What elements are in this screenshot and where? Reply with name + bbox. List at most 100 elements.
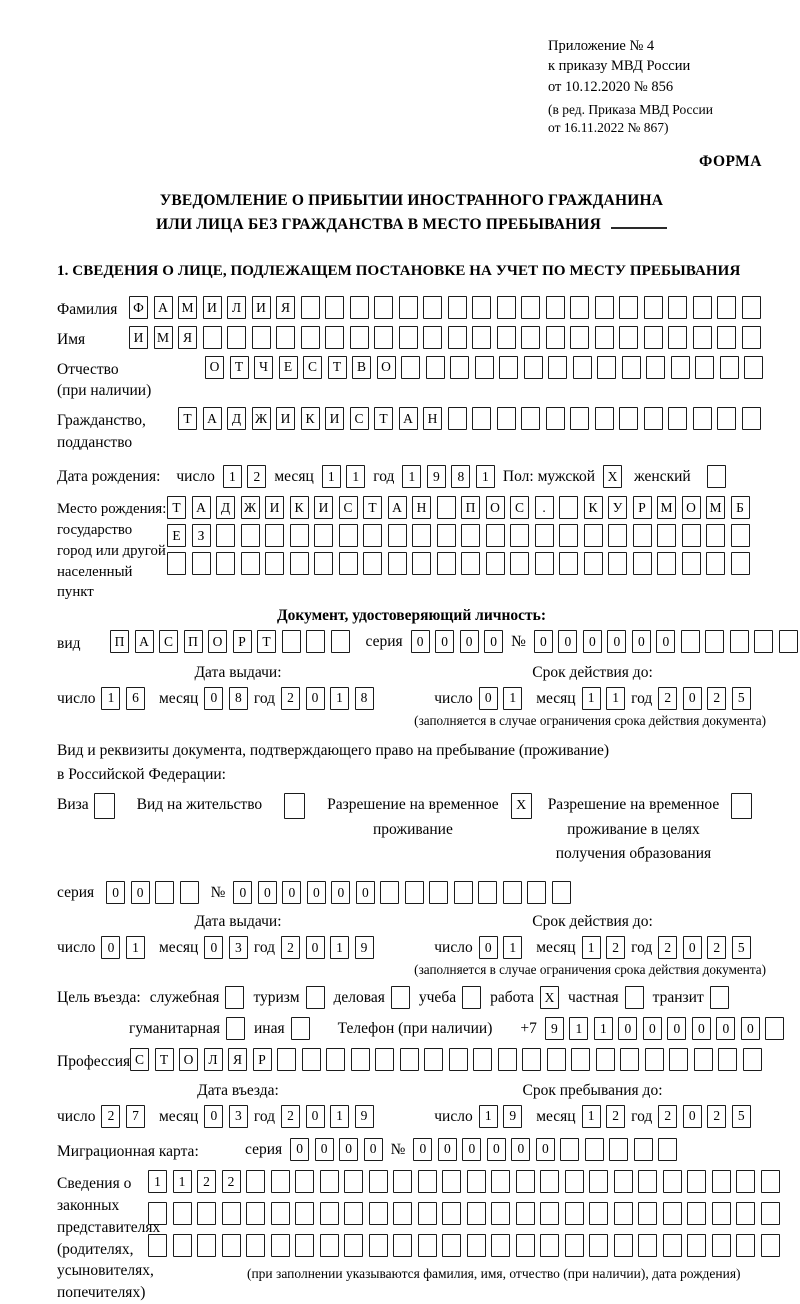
char-cell[interactable]	[276, 326, 295, 350]
char-cell[interactable]	[300, 326, 320, 350]
char-cell[interactable]: 0	[204, 1104, 224, 1128]
char-cell[interactable]	[687, 1170, 706, 1194]
char-cell[interactable]	[246, 1170, 265, 1194]
char-cell[interactable]	[668, 296, 687, 320]
char-cell[interactable]	[571, 1048, 590, 1072]
char-cell[interactable]: 8	[228, 686, 248, 710]
char-cell[interactable]: И	[265, 496, 284, 520]
char-cell[interactable]: 1	[125, 936, 145, 960]
char-cell[interactable]: 1	[330, 1104, 350, 1128]
char-cell[interactable]: Ж	[251, 407, 271, 431]
char-cell[interactable]: С	[338, 496, 358, 520]
char-cell[interactable]	[442, 1202, 461, 1226]
char-cell[interactable]	[644, 1048, 664, 1072]
char-cell[interactable]	[450, 355, 469, 379]
char-cell[interactable]	[197, 1234, 216, 1258]
char-cell[interactable]	[594, 407, 614, 431]
char-cell[interactable]	[692, 407, 712, 431]
char-cell[interactable]	[711, 1170, 731, 1194]
char-cell[interactable]: 3	[228, 1104, 248, 1128]
char-cell[interactable]	[221, 1202, 241, 1226]
char-cell[interactable]	[559, 552, 578, 576]
char-cell[interactable]: X	[540, 986, 559, 1010]
char-cell[interactable]	[172, 1202, 192, 1226]
char-cell[interactable]	[583, 552, 603, 576]
char-cell[interactable]	[551, 881, 571, 905]
char-cell[interactable]	[692, 296, 712, 320]
char-cell[interactable]: 1	[330, 686, 350, 710]
temp-residence-checkbox[interactable]: X	[510, 792, 532, 819]
char-cell[interactable]: 0	[682, 686, 702, 710]
sex-female-checkbox[interactable]	[706, 465, 726, 489]
char-cell[interactable]	[305, 986, 325, 1010]
char-cell[interactable]	[485, 552, 505, 576]
char-cell[interactable]	[706, 552, 725, 576]
char-cell[interactable]	[350, 1048, 370, 1072]
char-cell[interactable]	[736, 1202, 755, 1226]
char-cell[interactable]: 0	[667, 1017, 687, 1041]
char-cell[interactable]: Ч	[254, 355, 273, 379]
char-cell[interactable]	[284, 792, 306, 819]
char-cell[interactable]	[632, 552, 652, 576]
char-cell[interactable]	[731, 792, 753, 819]
char-cell[interactable]: П	[183, 630, 203, 653]
char-cell[interactable]	[349, 296, 369, 320]
char-cell[interactable]	[472, 296, 491, 320]
char-cell[interactable]	[398, 326, 418, 350]
char-cell[interactable]	[306, 630, 325, 653]
char-cell[interactable]: 0	[558, 630, 578, 653]
char-cell[interactable]	[325, 326, 344, 350]
char-cell[interactable]	[730, 552, 750, 576]
char-cell[interactable]: 9	[426, 465, 446, 489]
char-cell[interactable]: Л	[203, 1048, 223, 1072]
char-cell[interactable]: 0	[355, 881, 375, 905]
char-cell[interactable]	[368, 1202, 388, 1226]
char-cell[interactable]: .	[534, 496, 554, 520]
char-cell[interactable]	[447, 407, 467, 431]
char-cell[interactable]: 0	[290, 1137, 310, 1161]
char-cell[interactable]	[374, 326, 393, 350]
char-cell[interactable]	[398, 296, 418, 320]
char-cell[interactable]	[191, 552, 211, 576]
char-cell[interactable]	[491, 1202, 510, 1226]
char-cell[interactable]: 0	[410, 630, 430, 653]
char-cell[interactable]	[251, 326, 271, 350]
char-cell[interactable]	[466, 1170, 486, 1194]
char-cell[interactable]: 1	[172, 1170, 192, 1194]
char-cell[interactable]: 0	[478, 936, 498, 960]
char-cell[interactable]	[754, 630, 774, 653]
purpose-transit-checkbox[interactable]	[709, 986, 729, 1010]
char-cell[interactable]: М	[178, 296, 197, 320]
char-cell[interactable]	[417, 1170, 437, 1194]
char-cell[interactable]: М	[657, 496, 676, 520]
char-cell[interactable]	[197, 1202, 216, 1226]
char-cell[interactable]	[521, 296, 540, 320]
char-cell[interactable]	[719, 355, 739, 379]
char-cell[interactable]: 0	[331, 881, 351, 905]
char-cell[interactable]: Я	[228, 1048, 247, 1072]
char-cell[interactable]: 3	[228, 936, 248, 960]
char-cell[interactable]	[301, 1048, 321, 1072]
char-cell[interactable]	[349, 326, 369, 350]
char-cell[interactable]: Ф	[129, 296, 148, 320]
char-cell[interactable]: 0	[656, 630, 676, 653]
char-cell[interactable]	[295, 1234, 314, 1258]
char-cell[interactable]: 2	[281, 936, 301, 960]
char-cell[interactable]	[643, 326, 663, 350]
char-cell[interactable]	[717, 296, 736, 320]
char-cell[interactable]: 0	[305, 686, 325, 710]
char-cell[interactable]: 2	[101, 1104, 121, 1128]
char-cell[interactable]: 9	[354, 936, 374, 960]
char-cell[interactable]	[741, 407, 761, 431]
char-cell[interactable]	[687, 1202, 706, 1226]
